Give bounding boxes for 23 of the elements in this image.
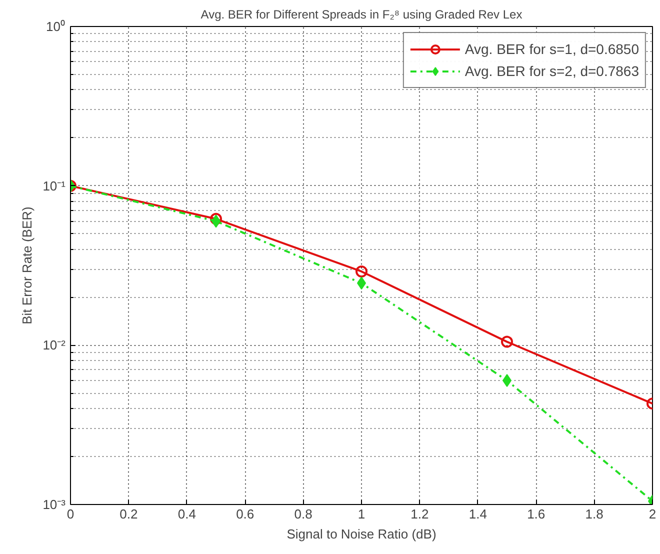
x-tick-label: 1.6: [527, 506, 546, 522]
chart-title: Avg. BER for Different Spreads in F₂⁸ using Graded Rev Lex: [200, 8, 522, 22]
x-tick-label: 0.6: [236, 506, 254, 522]
x-tick-label: 1: [358, 506, 366, 522]
x-tick-label: 2: [648, 506, 656, 522]
x-tick-label: 1.2: [410, 506, 429, 522]
x-tick-label: 0.2: [120, 506, 138, 522]
legend-label: Avg. BER for s=2, d=0.7863: [464, 63, 639, 79]
x-tick-label: 1.4: [468, 506, 487, 522]
y-tick-label: 10⁻²: [42, 338, 66, 353]
x-tick-label: 0.8: [294, 506, 312, 522]
x-axis-title: Signal to Noise Ratio (dB): [286, 526, 436, 542]
legend-label: Avg. BER for s=1, d=0.6850: [464, 41, 639, 57]
y-tick-label: 10⁻¹: [42, 178, 66, 194]
y-tick-label: 10⁻³: [42, 497, 66, 512]
y-axis-title: Bit Error Rate (BER): [20, 206, 35, 324]
x-tick-label: 0: [66, 506, 74, 522]
point: [356, 266, 368, 278]
x-tick-label: 1.8: [585, 506, 604, 522]
point: [501, 336, 513, 348]
y-tick-label: 10⁰: [46, 19, 66, 34]
x-tick-label: 0.4: [178, 506, 196, 522]
point: [210, 212, 222, 225]
